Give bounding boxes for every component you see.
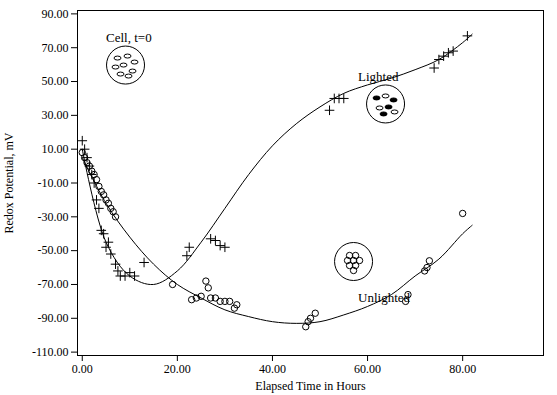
- svg-text:70.00: 70.00: [42, 41, 69, 55]
- svg-text:-110.00: -110.00: [32, 345, 69, 359]
- svg-text:90.00: 90.00: [42, 7, 69, 21]
- svg-text:20.00: 20.00: [164, 362, 191, 376]
- svg-text:Unlighted: Unlighted: [358, 290, 410, 305]
- svg-text:-90.00: -90.00: [38, 311, 69, 325]
- svg-text:Elapsed Time in Hours: Elapsed Time in Hours: [255, 379, 366, 393]
- svg-text:10.00: 10.00: [42, 142, 69, 156]
- svg-text:Redox Potential, mV: Redox Potential, mV: [2, 132, 16, 233]
- svg-text:50.00: 50.00: [42, 74, 69, 88]
- svg-text:-50.00: -50.00: [38, 243, 69, 257]
- svg-text:-10.00: -10.00: [38, 176, 69, 190]
- svg-text:30.00: 30.00: [42, 108, 69, 122]
- svg-text:-30.00: -30.00: [38, 210, 69, 224]
- svg-text:40.00: 40.00: [259, 362, 286, 376]
- svg-text:60.00: 60.00: [354, 362, 381, 376]
- svg-text:0.00: 0.00: [72, 362, 93, 376]
- svg-text:Lighted: Lighted: [358, 69, 399, 84]
- svg-text:80.00: 80.00: [449, 362, 476, 376]
- svg-text:Cell, t=0: Cell, t=0: [106, 30, 152, 45]
- svg-text:-70.00: -70.00: [38, 277, 69, 291]
